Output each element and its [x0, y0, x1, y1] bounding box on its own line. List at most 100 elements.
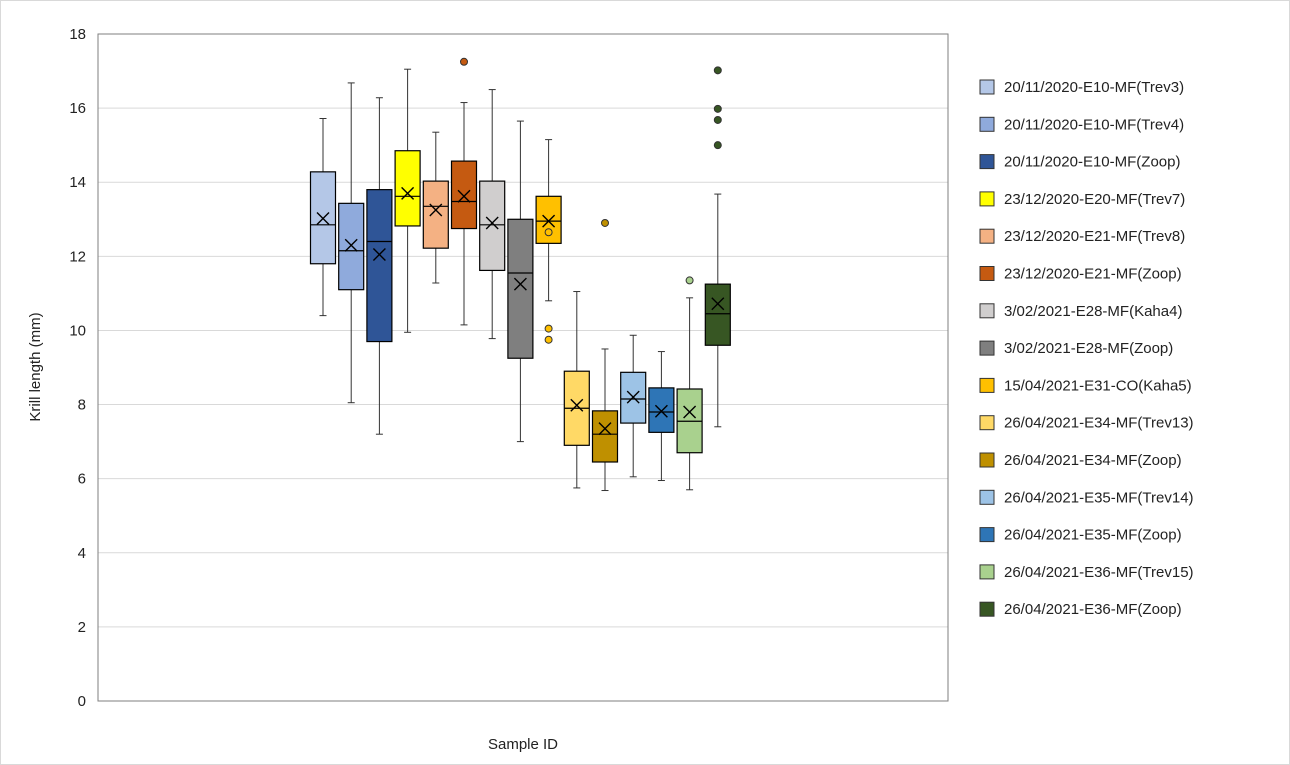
legend-item-3: 20/11/2020-E10-MF(Zoop) [979, 154, 1180, 171]
legend-item-13: 26/04/2021-E35-MF(Zoop) [979, 527, 1182, 544]
y-axis-title: Krill length (mm) [27, 312, 44, 421]
box-7 [479, 89, 506, 340]
legend-item-15: 26/04/2021-E36-MF(Zoop) [979, 601, 1182, 618]
legend-swatch [979, 191, 995, 207]
legend-label: 3/02/2021-E28-MF(Zoop) [1004, 340, 1173, 357]
legend-swatch [979, 564, 995, 580]
legend-swatch [979, 79, 995, 95]
mean-marker [626, 390, 640, 404]
outlier-point [713, 115, 722, 124]
legend-item-11: 26/04/2021-E34-MF(Zoop) [979, 452, 1182, 469]
mean-marker [457, 189, 471, 203]
box-13 [648, 351, 675, 482]
mean-marker [344, 238, 358, 252]
legend-item-2: 20/11/2020-E10-MF(Trev4) [979, 116, 1184, 133]
outlier-point [460, 57, 468, 66]
box-12 [620, 334, 647, 478]
box-1 [309, 117, 337, 317]
outlier-point [685, 276, 694, 285]
legend-item-8: 3/02/2021-E28-MF(Zoop) [979, 340, 1173, 357]
legend-label: 23/12/2020-E21-MF(Trev8) [1004, 228, 1185, 245]
outlier-point [544, 228, 553, 237]
legend-label: 26/04/2021-E34-MF(Trev13) [1004, 415, 1194, 432]
mean-marker [598, 422, 612, 436]
boxes [309, 57, 731, 492]
box-2 [338, 82, 365, 404]
legend-label: 23/12/2020-E20-MF(Trev7) [1004, 191, 1185, 208]
legend-swatch [979, 116, 995, 132]
legend-label: 20/11/2020-E10-MF(Trev4) [1004, 116, 1184, 133]
legend-swatch [979, 303, 995, 319]
outlier-point [544, 335, 553, 344]
legend-item-14: 26/04/2021-E36-MF(Trev15) [979, 564, 1194, 581]
box-6 [450, 57, 478, 326]
legend-item-12: 26/04/2021-E35-MF(Trev14) [979, 489, 1194, 506]
y-tick-label: 4 [78, 545, 86, 562]
outlier-point [713, 66, 722, 75]
legend-swatch [979, 154, 995, 170]
legend-label: 15/04/2021-E31-CO(Kaha5) [1004, 377, 1192, 394]
mean-marker [542, 214, 556, 228]
legend-swatch [979, 377, 995, 393]
box-iqr [422, 180, 449, 249]
y-tick-label: 2 [78, 619, 86, 636]
legend-item-9: 15/04/2021-E31-CO(Kaha5) [979, 377, 1192, 394]
legend-label: 20/11/2020-E10-MF(Trev3) [1004, 79, 1184, 96]
legend-label: 23/12/2020-E21-MF(Zoop) [1004, 266, 1182, 283]
legend-item-4: 23/12/2020-E20-MF(Trev7) [979, 191, 1185, 208]
legend-swatch [979, 452, 995, 468]
legend-item-1: 20/11/2020-E10-MF(Trev3) [979, 79, 1184, 96]
y-tick-label: 12 [69, 248, 86, 265]
legend-swatch [979, 415, 995, 431]
legend-label: 26/04/2021-E36-MF(Zoop) [1004, 601, 1182, 618]
box-iqr [591, 410, 619, 463]
box-3 [366, 97, 393, 435]
mean-marker [401, 186, 415, 200]
box-8 [507, 120, 534, 443]
legend-item-10: 26/04/2021-E34-MF(Trev13) [979, 415, 1194, 432]
box-iqr [648, 387, 675, 433]
legend-label: 26/04/2021-E34-MF(Zoop) [1004, 452, 1182, 469]
outlier-point [713, 141, 722, 150]
legend-label: 26/04/2021-E36-MF(Trev15) [1004, 564, 1194, 581]
plot-area-border [97, 33, 949, 702]
y-tick-labels: 0 2 4 6 8 10 12 14 16 18 [69, 26, 86, 710]
box-5 [422, 131, 449, 284]
legend-swatch [979, 489, 995, 505]
box-iqr [535, 195, 562, 244]
legend-swatch [979, 228, 995, 244]
legend: 20/11/2020-E10-MF(Trev3) 20/11/2020-E10-M… [979, 79, 1194, 618]
legend-item-6: 23/12/2020-E21-MF(Zoop) [979, 266, 1182, 283]
box-iqr [450, 160, 478, 230]
mean-marker [570, 398, 584, 412]
legend-item-7: 3/02/2021-E28-MF(Kaha4) [979, 303, 1182, 320]
box-iqr [479, 180, 506, 272]
y-tick-label: 14 [69, 174, 86, 191]
outlier-point [601, 218, 609, 227]
y-tick-label: 6 [78, 471, 86, 488]
box-14 [676, 276, 703, 491]
legend-label: 26/04/2021-E35-MF(Trev14) [1004, 489, 1194, 506]
legend-swatch [979, 527, 995, 543]
box-15 [704, 66, 731, 428]
box-iqr [507, 218, 534, 359]
box-iqr [394, 150, 421, 227]
legend-label: 3/02/2021-E28-MF(Kaha4) [1004, 303, 1182, 320]
legend-swatch [979, 601, 995, 617]
plot-frame [97, 33, 949, 702]
x-axis-title: Sample ID [488, 736, 558, 753]
mean-marker [429, 203, 443, 217]
mean-marker [316, 212, 330, 226]
mean-marker [485, 216, 499, 230]
box-9 [535, 139, 562, 344]
box-iqr [366, 189, 393, 343]
mean-marker [654, 404, 668, 418]
box-4 [394, 68, 421, 333]
outlier-point [544, 324, 553, 333]
box-iqr [704, 283, 731, 346]
box-11 [591, 218, 619, 492]
mean-marker [683, 405, 697, 419]
mean-marker [372, 247, 386, 261]
